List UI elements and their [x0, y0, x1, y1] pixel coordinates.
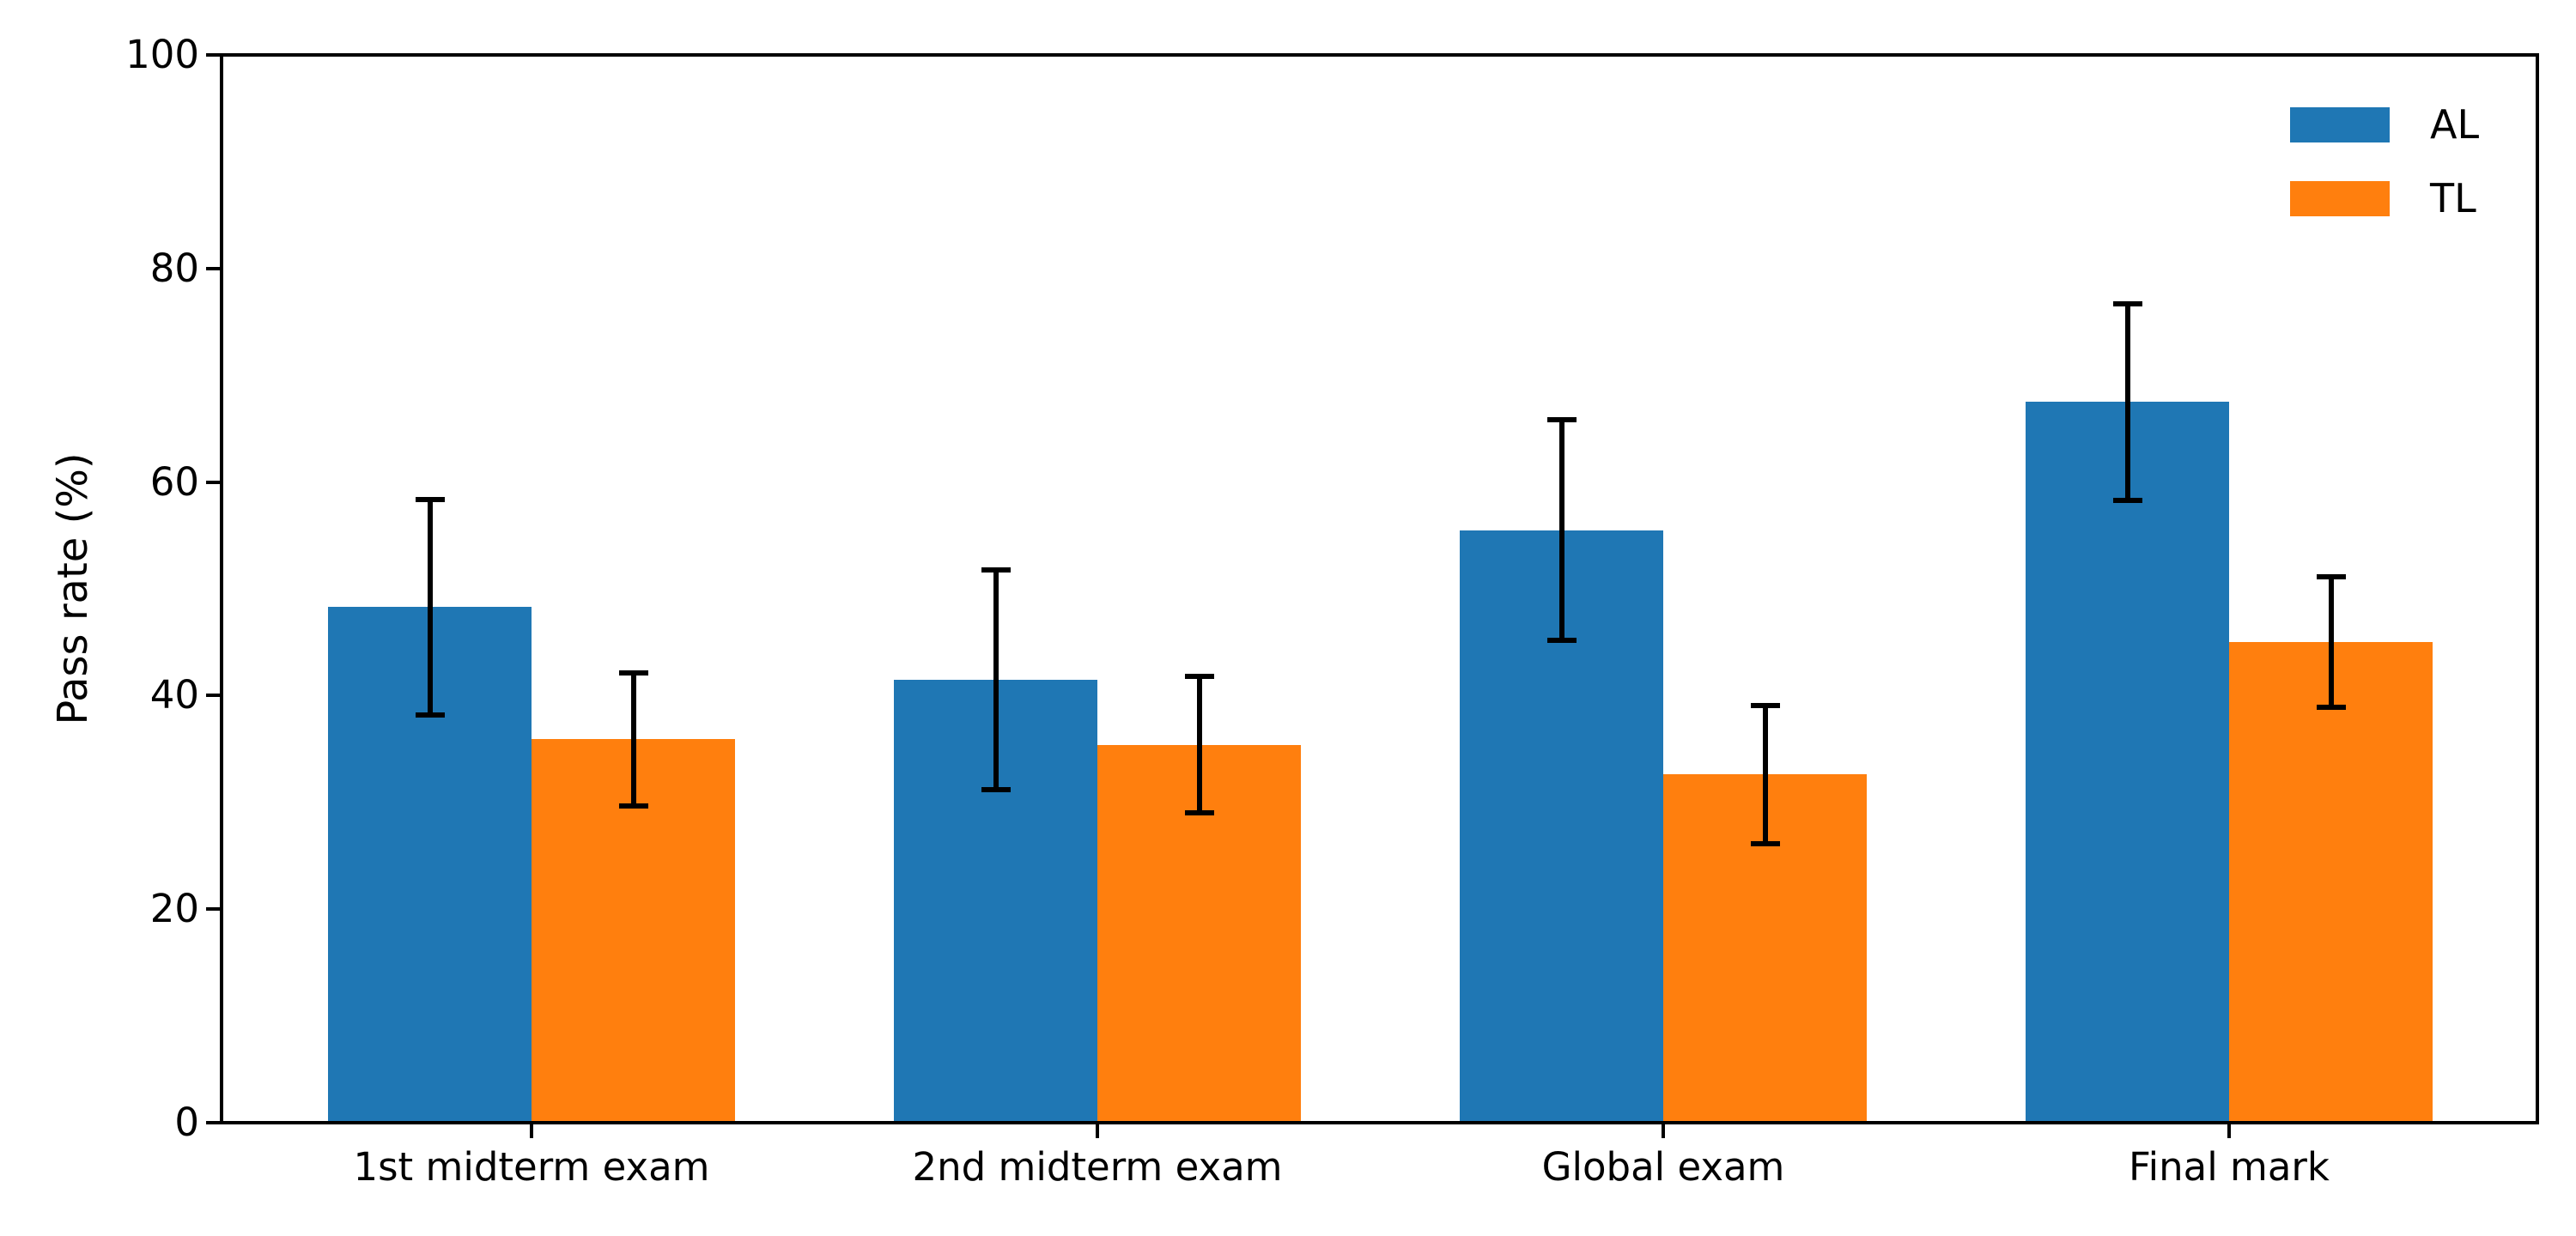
legend-label-al: AL [2430, 101, 2480, 148]
spine-left [220, 53, 223, 1124]
errorbar-tl-0-cap-bottom [618, 803, 648, 809]
errorbar-al-2-cap-bottom [1546, 637, 1577, 643]
errorbar-tl-1-cap-top [1184, 674, 1214, 679]
y-tick-label-4: 80 [149, 245, 199, 291]
errorbar-al-0-line [427, 499, 433, 715]
errorbar-tl-2-cap-bottom [1750, 841, 1780, 847]
errorbar-tl-0-cap-top [618, 670, 648, 676]
errorbar-al-3-cap-bottom [2112, 497, 2142, 503]
y-tick-label-0: 0 [174, 1100, 199, 1145]
errorbar-al-1-line [993, 569, 999, 790]
y-tick-3 [206, 480, 220, 484]
errorbar-tl-1-line [1196, 676, 1202, 814]
spine-bottom [220, 1121, 2539, 1124]
x-tick-0 [530, 1124, 533, 1138]
errorbar-al-3-line [2124, 303, 2130, 500]
errorbar-al-2-cap-top [1546, 417, 1577, 423]
y-tick-1 [206, 907, 220, 912]
bar-al-3 [2026, 402, 2229, 1123]
x-tick-3 [2227, 1124, 2231, 1138]
legend-label-tl: TL [2430, 175, 2476, 221]
errorbar-tl-2-line [1762, 705, 1768, 845]
y-tick-label-3: 60 [149, 458, 199, 505]
spine-right [2536, 53, 2539, 1124]
y-tick-label-2: 40 [149, 672, 199, 718]
y-tick-0 [206, 1121, 220, 1124]
x-tick-label-1: 2nd midterm exam [912, 1144, 1283, 1190]
y-tick-label-1: 20 [149, 886, 199, 932]
errorbar-tl-3-cap-top [2316, 574, 2346, 580]
x-tick-label-2: Global exam [1541, 1144, 1785, 1190]
x-tick-1 [1096, 1124, 1099, 1138]
errorbar-al-2-line [1558, 420, 1564, 640]
y-tick-4 [206, 266, 220, 270]
y-tick-2 [206, 694, 220, 698]
x-tick-label-0: 1st midterm exam [353, 1144, 710, 1190]
errorbar-al-1-cap-top [981, 566, 1011, 573]
errorbar-tl-3-cap-bottom [2316, 705, 2346, 711]
x-tick-2 [1662, 1124, 1665, 1138]
bar-tl-3 [2229, 642, 2433, 1123]
errorbar-al-3-cap-top [2112, 300, 2142, 306]
y-tick-label-5: 100 [125, 32, 199, 77]
legend-swatch-al [2290, 107, 2390, 142]
x-tick-label-3: Final mark [2129, 1144, 2330, 1190]
spine-top [220, 53, 2539, 57]
errorbar-tl-1-cap-bottom [1184, 810, 1214, 816]
legend-swatch-tl [2290, 181, 2390, 216]
y-tick-5 [206, 53, 220, 57]
errorbar-tl-2-cap-top [1750, 702, 1780, 708]
errorbar-al-0-cap-bottom [415, 712, 445, 718]
errorbar-al-0-cap-top [415, 496, 445, 502]
errorbar-tl-0-line [630, 673, 636, 806]
errorbar-tl-3-line [2328, 577, 2334, 708]
errorbar-al-1-cap-bottom [981, 786, 1011, 792]
